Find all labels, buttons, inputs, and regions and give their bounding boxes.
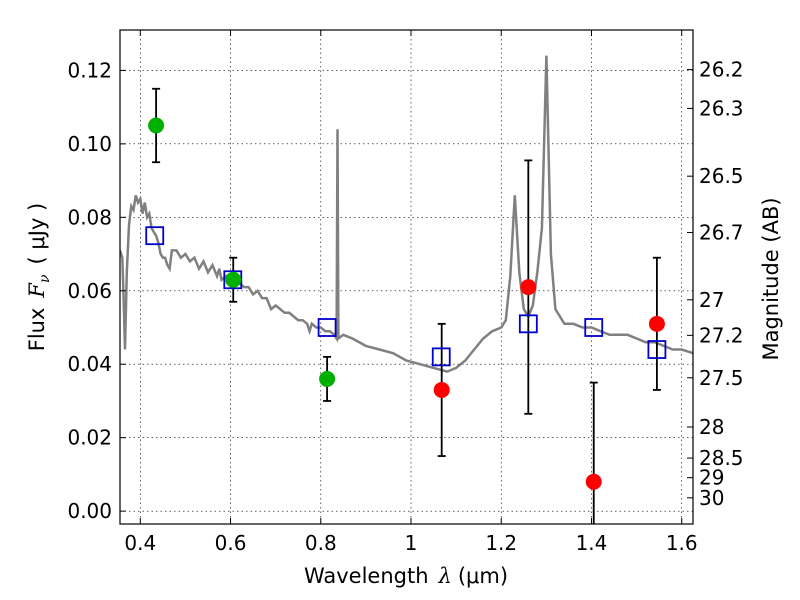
weak-flux-point: [648, 315, 665, 332]
detected-flux-point: [148, 117, 165, 134]
y2-tick-label: 26.7: [699, 221, 744, 245]
y2-axis-title: Magnitude (AB): [759, 197, 783, 360]
y2-tick-label: 26.5: [699, 164, 744, 188]
y-tick-label: 0.00: [67, 499, 112, 523]
y2-tick-label: 27: [699, 288, 724, 312]
model-flux-square: [145, 226, 165, 246]
x-tick-label: 1.6: [666, 531, 698, 555]
template-spectrum-line: [120, 55, 693, 373]
x-axis-title-symbol: λ: [438, 564, 452, 588]
x-tick-label: 1.4: [576, 531, 608, 555]
x-tick-label: 1.2: [485, 531, 517, 555]
x-axis-title-prefix: Wavelength: [304, 564, 429, 588]
plot-frame: [119, 29, 694, 525]
detected-flux-point: [319, 370, 336, 387]
x-tick-label: 0.6: [215, 531, 247, 555]
model-flux-square: [647, 340, 667, 359]
y-tick-label: 0.02: [67, 426, 112, 450]
model-flux-square: [223, 270, 243, 290]
y2-tick-label: 27.2: [699, 323, 744, 347]
grid-lines: [120, 30, 693, 524]
y2-tick-label: 26.3: [699, 96, 744, 120]
y-axis-title-subscript: ν: [37, 274, 53, 283]
y-tick-label: 0.06: [67, 279, 112, 303]
model-flux-square: [317, 318, 337, 337]
y-tick-label: 0.08: [67, 205, 112, 229]
y-axis-title: Flux Fν ( μJy ): [25, 203, 53, 351]
y2-tick-label: 29: [699, 466, 724, 490]
x-tick-label: 1: [405, 531, 418, 555]
weak-flux-point: [520, 279, 537, 296]
detected-flux-point: [225, 271, 242, 288]
x-axis-ticks: 0.4 0.6 0.8 1 1.2 1.4 1.6: [124, 30, 698, 555]
y2-tick-label: 30: [699, 486, 724, 510]
y-axis-title-symbol: F: [25, 282, 49, 299]
model-flux-square: [431, 347, 451, 367]
y2-tick-label: 28.5: [699, 446, 744, 470]
y-axis-ticks: 0.00 0.02 0.04 0.06 0.08 0.10 0.12: [67, 58, 126, 523]
weak-flux-point: [585, 473, 602, 490]
x-axis-title: Wavelength λ (μm): [304, 564, 508, 588]
plot-area: [120, 55, 693, 524]
x-tick-label: 0.8: [305, 531, 337, 555]
y-tick-label: 0.10: [67, 132, 112, 156]
model-photometry: [145, 226, 667, 367]
observed-photometry: [148, 117, 665, 490]
y-tick-label: 0.04: [67, 352, 112, 376]
x-tick-label: 0.4: [124, 531, 156, 555]
y2-tick-label: 26.2: [699, 58, 744, 82]
x-axis-title-unit: (μm): [458, 564, 508, 588]
y-tick-label: 0.12: [67, 58, 112, 82]
y-axis-title-prefix: Flux: [25, 308, 49, 352]
y2-tick-label: 27.5: [699, 366, 744, 390]
weak-flux-point: [433, 381, 450, 398]
y-axis-title-unit: ( μJy ): [25, 203, 49, 265]
model-flux-square: [518, 314, 538, 334]
y2-tick-label: 28: [699, 415, 724, 439]
model-flux-square: [584, 318, 604, 337]
